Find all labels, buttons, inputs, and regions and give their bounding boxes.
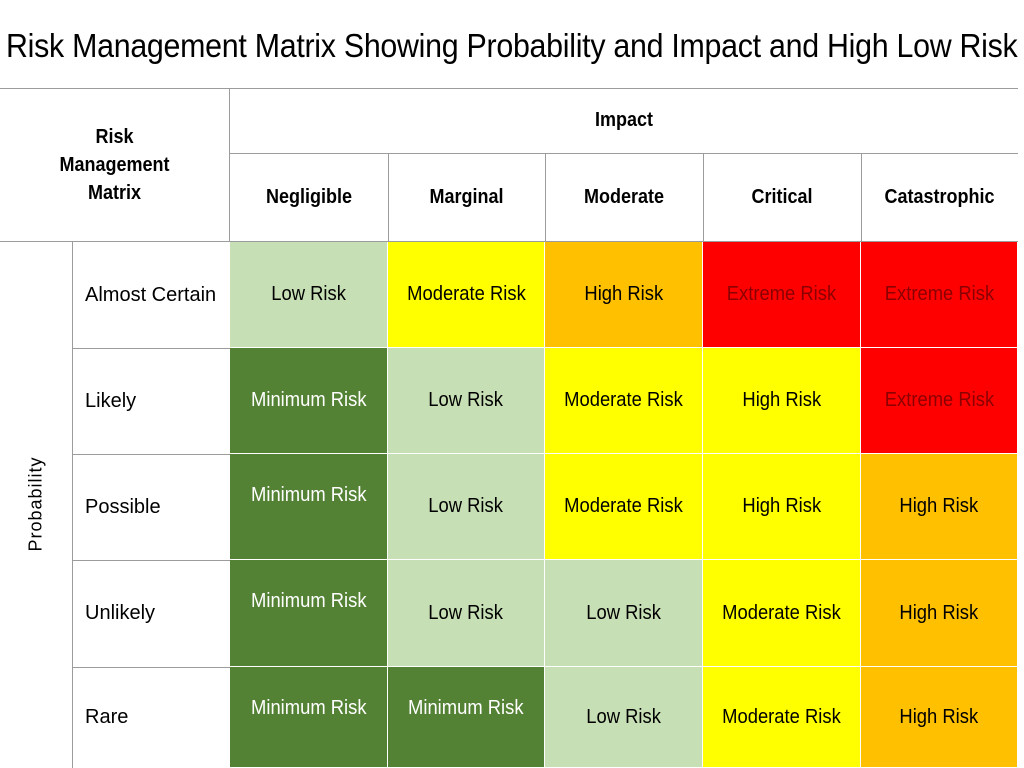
impact-column-divider (861, 154, 862, 242)
corner-divider (229, 88, 230, 242)
risk-cell: Extreme Risk (861, 242, 1018, 348)
risk-cell-label: Minimum Risk (250, 697, 367, 719)
risk-cell: High Risk (861, 560, 1018, 667)
risk-cell-label: Low Risk (586, 705, 661, 728)
risk-cell: Minimum Risk (230, 560, 388, 667)
impact-level-1: Marginal (429, 186, 504, 208)
probability-axis: Probability (0, 242, 72, 768)
impact-column-divider (388, 154, 389, 242)
risk-cell-label: Minimum Risk (250, 590, 367, 612)
risk-cell-label: Minimum Risk (408, 697, 524, 719)
risk-cell-label: Moderate Risk (564, 495, 683, 517)
risk-cell-label: Extreme Risk (884, 389, 994, 411)
risk-cell: High Risk (861, 667, 1018, 768)
probability-divider (72, 242, 73, 768)
probability-level-3: Unlikely (85, 602, 156, 624)
impact-level-2: Moderate (583, 186, 665, 208)
risk-cell: Low Risk (388, 560, 545, 667)
risk-cell: Minimum Risk (230, 348, 388, 454)
risk-cell: High Risk (545, 242, 703, 348)
impact-column-divider (545, 154, 546, 242)
header-bottom-border (0, 241, 1018, 242)
risk-cell: Extreme Risk (861, 348, 1018, 454)
risk-cell-label: Low Risk (586, 601, 661, 624)
risk-cell: Low Risk (388, 454, 545, 560)
risk-cell: High Risk (703, 454, 861, 560)
row-divider (73, 560, 230, 561)
risk-cell-label: High Risk (584, 283, 663, 305)
impact-level-0: Negligible (265, 186, 353, 208)
probability-level-2: Possible (85, 495, 161, 518)
probability-label: Probability (25, 456, 46, 552)
risk-cell-label: Moderate Risk (406, 283, 526, 305)
risk-cell: Moderate Risk (545, 454, 703, 560)
risk-cell-label: Moderate Risk (722, 601, 841, 624)
risk-cell-label: High Risk (899, 495, 979, 517)
risk-cell: Minimum Risk (230, 454, 388, 560)
risk-cell: Minimum Risk (230, 667, 388, 768)
risk-cell-label: Moderate Risk (564, 389, 683, 411)
impact-column-divider (703, 154, 704, 242)
corner-label: Risk Management Matrix (59, 125, 170, 204)
risk-cell-label: Low Risk (271, 283, 346, 305)
risk-matrix: Risk Management Matrix Impact Negligible… (0, 88, 1018, 768)
risk-cell-label: Minimum Risk (250, 484, 367, 506)
page-title: Risk Management Matrix Showing Probabili… (6, 27, 1018, 64)
risk-cell: Moderate Risk (703, 667, 861, 768)
risk-cell: Low Risk (545, 667, 703, 768)
impact-divider (230, 153, 1018, 154)
risk-cell-label: Low Risk (428, 389, 504, 411)
row-divider (73, 667, 230, 668)
risk-cell-label: Low Risk (428, 601, 504, 624)
risk-cell-label: Extreme Risk (884, 283, 994, 305)
risk-cell-label: High Risk (899, 601, 979, 624)
risk-cell: Low Risk (545, 560, 703, 667)
risk-cell: Moderate Risk (388, 242, 545, 348)
risk-cell: Moderate Risk (703, 560, 861, 667)
risk-cell-label: Minimum Risk (250, 389, 367, 411)
risk-cell: Minimum Risk (388, 667, 545, 768)
risk-cell: Low Risk (230, 242, 388, 348)
impact-level-4: Catastrophic (884, 186, 995, 208)
risk-cell-label: Extreme Risk (726, 283, 837, 305)
risk-cell-label: Moderate Risk (722, 705, 841, 728)
row-divider (73, 348, 230, 349)
probability-level-0: Almost Certain (85, 283, 217, 306)
probability-level-4: Rare (85, 706, 129, 728)
top-border (0, 88, 1018, 89)
risk-cell-label: High Risk (742, 495, 821, 517)
row-divider (73, 454, 230, 455)
risk-cell: Extreme Risk (703, 242, 861, 348)
impact-header: Impact (594, 109, 654, 131)
risk-cell: High Risk (703, 348, 861, 454)
risk-cell-label: Low Risk (428, 495, 504, 517)
probability-level-1: Likely (85, 389, 137, 412)
risk-cell: High Risk (861, 454, 1018, 560)
risk-cell: Low Risk (388, 348, 545, 454)
risk-cell-label: High Risk (742, 389, 821, 411)
impact-level-3: Critical (751, 186, 813, 208)
risk-cell-label: High Risk (899, 705, 979, 728)
risk-cell: Moderate Risk (545, 348, 703, 454)
